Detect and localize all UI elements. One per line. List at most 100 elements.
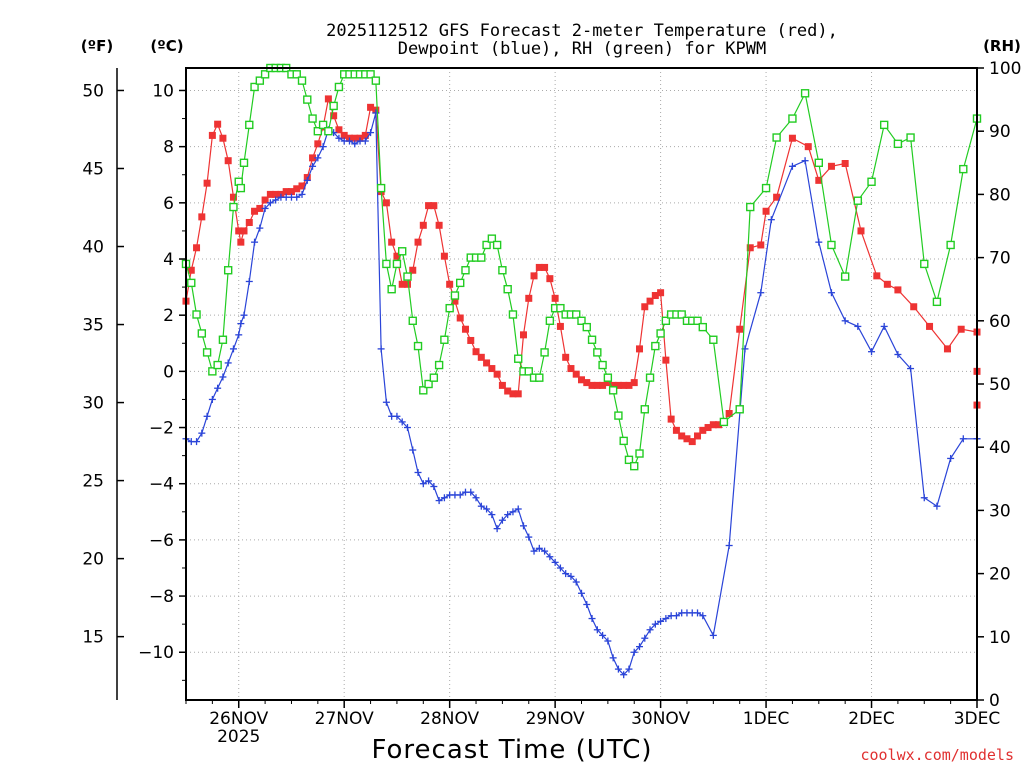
rh-point [371,76,381,85]
temperature-point [699,426,707,434]
temperature-point [261,196,269,204]
rh-point [814,158,823,168]
temperature-point [804,143,812,151]
temperature-point [688,438,696,446]
rh-point [424,379,433,389]
dewpoint-point [235,331,243,339]
dewpoint-point [372,109,380,117]
dewpoint-point [440,494,448,502]
temperature-point [309,154,317,162]
rh-tick-label: 0 [989,691,1000,711]
rh-point [334,82,344,92]
rh-point [656,329,665,338]
temperature-point [562,353,570,361]
chart-title: 2025112512 GFS Forecast 2-meter Temperat… [326,21,838,41]
temperature-point [762,207,770,215]
temperature-point [330,112,338,120]
temperature-point [224,157,232,165]
rh-point [508,310,518,319]
chart-subtitle: Dewpoint (blue), RH (green) for KPWM [398,39,766,59]
dewpoint-point [367,129,375,137]
temperature-point [488,365,496,373]
temperature-point [477,353,485,361]
dewpoint-point [572,578,580,586]
dewpoint-point [827,289,835,297]
temperature-point [335,126,343,134]
temperature-point [298,182,306,190]
dewpoint-point [725,542,733,550]
rh-point [603,373,613,382]
temperature-point [367,103,375,111]
time-tick-label: 26NOV [209,709,268,729]
dewpoint-point [630,648,638,656]
dewpoint-point [240,311,248,319]
rh-point [630,461,639,471]
dewpoint-point [519,522,527,530]
rh-point [250,82,259,92]
temperature-point [546,275,554,283]
temperature-point [541,263,549,271]
unit-label-fahrenheit: (ºF) [81,37,113,55]
dewpoint-point [224,359,232,367]
rh-point [429,373,439,382]
rh-point [746,202,755,212]
temperature-point [430,202,438,210]
temperature-point [414,238,422,246]
rh-point [202,348,212,357]
rh-point [445,303,454,313]
time-tick-label: 2DEC [848,709,895,729]
temperature-point [551,294,559,302]
temperature-point [883,280,891,288]
temperature-point [198,213,206,221]
dewpoint-point [525,533,533,541]
temperature-point [678,432,686,440]
rh-point [392,259,402,269]
rh-point [524,367,533,376]
rh-point [608,386,618,395]
dewpoint-point [657,617,665,625]
temperature-point [440,252,448,260]
rh-point [800,89,810,98]
temperature-point [461,325,469,333]
rh-point [223,266,233,275]
fahrenheit-axis: 15 20 25 30 35 40 45 50 [82,81,124,648]
rh-point [456,278,465,288]
dewpoint-point [435,497,443,505]
temperature-point [219,134,227,142]
dewpoint-point [530,547,538,555]
dewpoint-point [672,612,680,620]
temperature-point [657,289,665,297]
dewpoint-point [498,516,506,524]
celsius-tick-label: −8 [149,587,174,607]
dewpoint-point [483,505,491,513]
temperature-point [827,162,835,170]
rh-point [893,139,903,149]
dewpoint-point [933,502,941,510]
rh-tick-label: 40 [989,438,1011,458]
rh-point [661,316,671,325]
temperature-point [957,325,965,333]
dewpoint-point [535,544,543,552]
dewpoint-point [625,665,633,673]
temperature-point [509,390,517,398]
rh-point [651,341,660,351]
dewpoint-point [583,600,591,608]
temperature-point [715,421,723,429]
dewpoint-point [493,525,501,533]
rh-tick-label: 60 [989,312,1011,332]
temperature-point [251,207,259,215]
dewpoint-point [959,435,967,443]
dewpoint-point [636,643,644,651]
temperature-point [451,297,459,305]
rh-point [192,310,201,319]
temperature-point [556,322,564,330]
celsius-tick-label: 8 [163,138,174,158]
time-tick-label: 30NOV [631,709,690,729]
temperature-point [519,331,527,339]
temperature-point [203,179,211,187]
rh-point [413,341,423,351]
rh-point [434,360,444,370]
rh-point [572,310,581,319]
data-series [181,63,982,679]
dewpoint-point [351,140,359,148]
